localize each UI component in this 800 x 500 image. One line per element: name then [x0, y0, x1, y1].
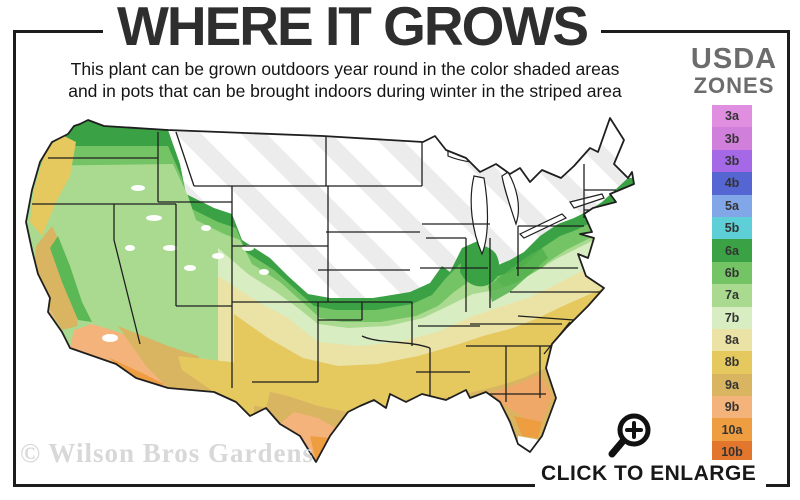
usda-zones-heading: USDA ZONES	[678, 44, 790, 98]
zone-swatch-9a: 9a	[712, 373, 752, 397]
zone-swatch-6a: 6a	[712, 239, 752, 262]
usda-heading-line-1: USDA	[690, 43, 778, 75]
subtitle-line-2: and in pots that can be brought indoors …	[68, 81, 622, 101]
us-map-graphic	[25, 117, 635, 463]
click-to-enlarge-button[interactable]: CLICK TO ENLARGE	[535, 460, 767, 490]
watermark: © Wilson Bros Gardens	[20, 438, 314, 468]
zone-swatch-3b: 3b	[712, 127, 752, 150]
zone-swatch-3b: 3b	[712, 149, 752, 173]
page-title: WHERE IT GROWS	[102, 0, 602, 56]
subtitle-line-1: This plant can be grown outdoors year ro…	[70, 59, 620, 79]
zone-swatch-7a: 7a	[712, 284, 752, 307]
subtitle: This plant can be grown outdoors year ro…	[15, 58, 675, 102]
zone-swatch-3a: 3a	[712, 105, 752, 128]
zone-swatch-5a: 5a	[712, 194, 752, 217]
usda-zone-map	[18, 106, 670, 484]
zone-swatch-8b: 8b	[712, 351, 752, 374]
zone-swatch-10a: 10a	[712, 418, 752, 441]
zone-swatch-8a: 8a	[712, 328, 752, 352]
zone-swatch-4b: 4b	[712, 172, 752, 195]
zone-swatch-5b: 5b	[712, 216, 752, 240]
zone-swatch-6b: 6b	[712, 261, 752, 285]
magnifying-glass-plus-icon[interactable]	[600, 408, 660, 464]
usda-heading-line-2: ZONES	[693, 73, 775, 98]
zone-swatch-10b: 10b	[712, 440, 752, 464]
zone-swatch-7b: 7b	[712, 306, 752, 329]
zone-swatch-9b: 9b	[712, 396, 752, 419]
legend-zones: 3a 3b 3b 4b 5a 5b 6a 6b 7a 7b 8a 8b 9a 9b 10a 10b	[712, 105, 752, 464]
